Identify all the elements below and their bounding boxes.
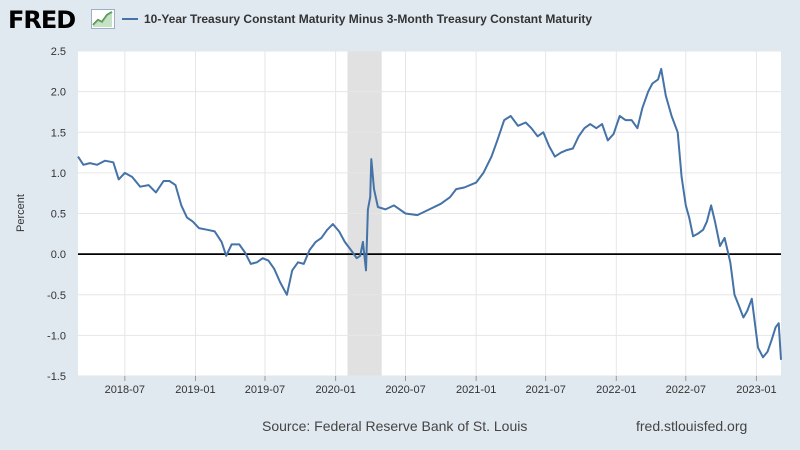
source-url[interactable]: fred.stlouisfed.org [636, 418, 748, 434]
x-tick-label: 2021-01 [456, 384, 496, 396]
x-tick-label: 2020-07 [385, 384, 425, 396]
y-tick-label: 1.5 [51, 127, 66, 139]
y-tick-label: -1.5 [47, 371, 66, 383]
legend-swatch [122, 18, 138, 20]
y-axis-label: Percent [15, 194, 27, 232]
y-tick-label: -1.0 [47, 330, 66, 342]
x-axis-ticks: 2018-07 2019-01 2019-07 2020-01 2020-07 2021-… [105, 376, 777, 396]
source-credit: Source: Federal Reserve Bank of St. Loui… [262, 418, 528, 434]
line-chart-icon [91, 9, 115, 29]
y-tick-label: 2.0 [51, 87, 66, 99]
x-tick-label: 2021-07 [525, 384, 565, 396]
x-tick-label: 2019-07 [245, 384, 285, 396]
y-tick-label: 2.5 [51, 46, 66, 58]
gridlines [78, 50, 781, 377]
series-group [77, 67, 782, 360]
y-tick-label: 1.0 [51, 168, 66, 180]
chart-legend: 10-Year Treasury Constant Maturity Minus… [122, 12, 592, 26]
chart-header: FRED 10-Year Treasury Constant Maturity … [0, 0, 800, 40]
x-tick-label: 2022-07 [666, 384, 706, 396]
fred-logo[interactable]: FRED [8, 6, 76, 34]
y-axis-ticks: -1.5 -1.0 -0.5 0.0 0.5 1.0 1.5 2.0 2.5 [47, 46, 66, 383]
x-tick-label: 2020-01 [315, 384, 355, 396]
legend-series-label[interactable]: 10-Year Treasury Constant Maturity Minus… [144, 12, 593, 26]
y-tick-label: 0.0 [51, 249, 66, 261]
x-tick-label: 2018-07 [105, 384, 145, 396]
x-tick-label: 2023-01 [736, 384, 776, 396]
series-line[interactable] [77, 67, 782, 360]
y-tick-label: -0.5 [47, 290, 66, 302]
x-tick-label: 2022-01 [596, 384, 636, 396]
y-tick-label: 0.5 [51, 209, 66, 221]
x-tick-label: 2019-01 [175, 384, 215, 396]
